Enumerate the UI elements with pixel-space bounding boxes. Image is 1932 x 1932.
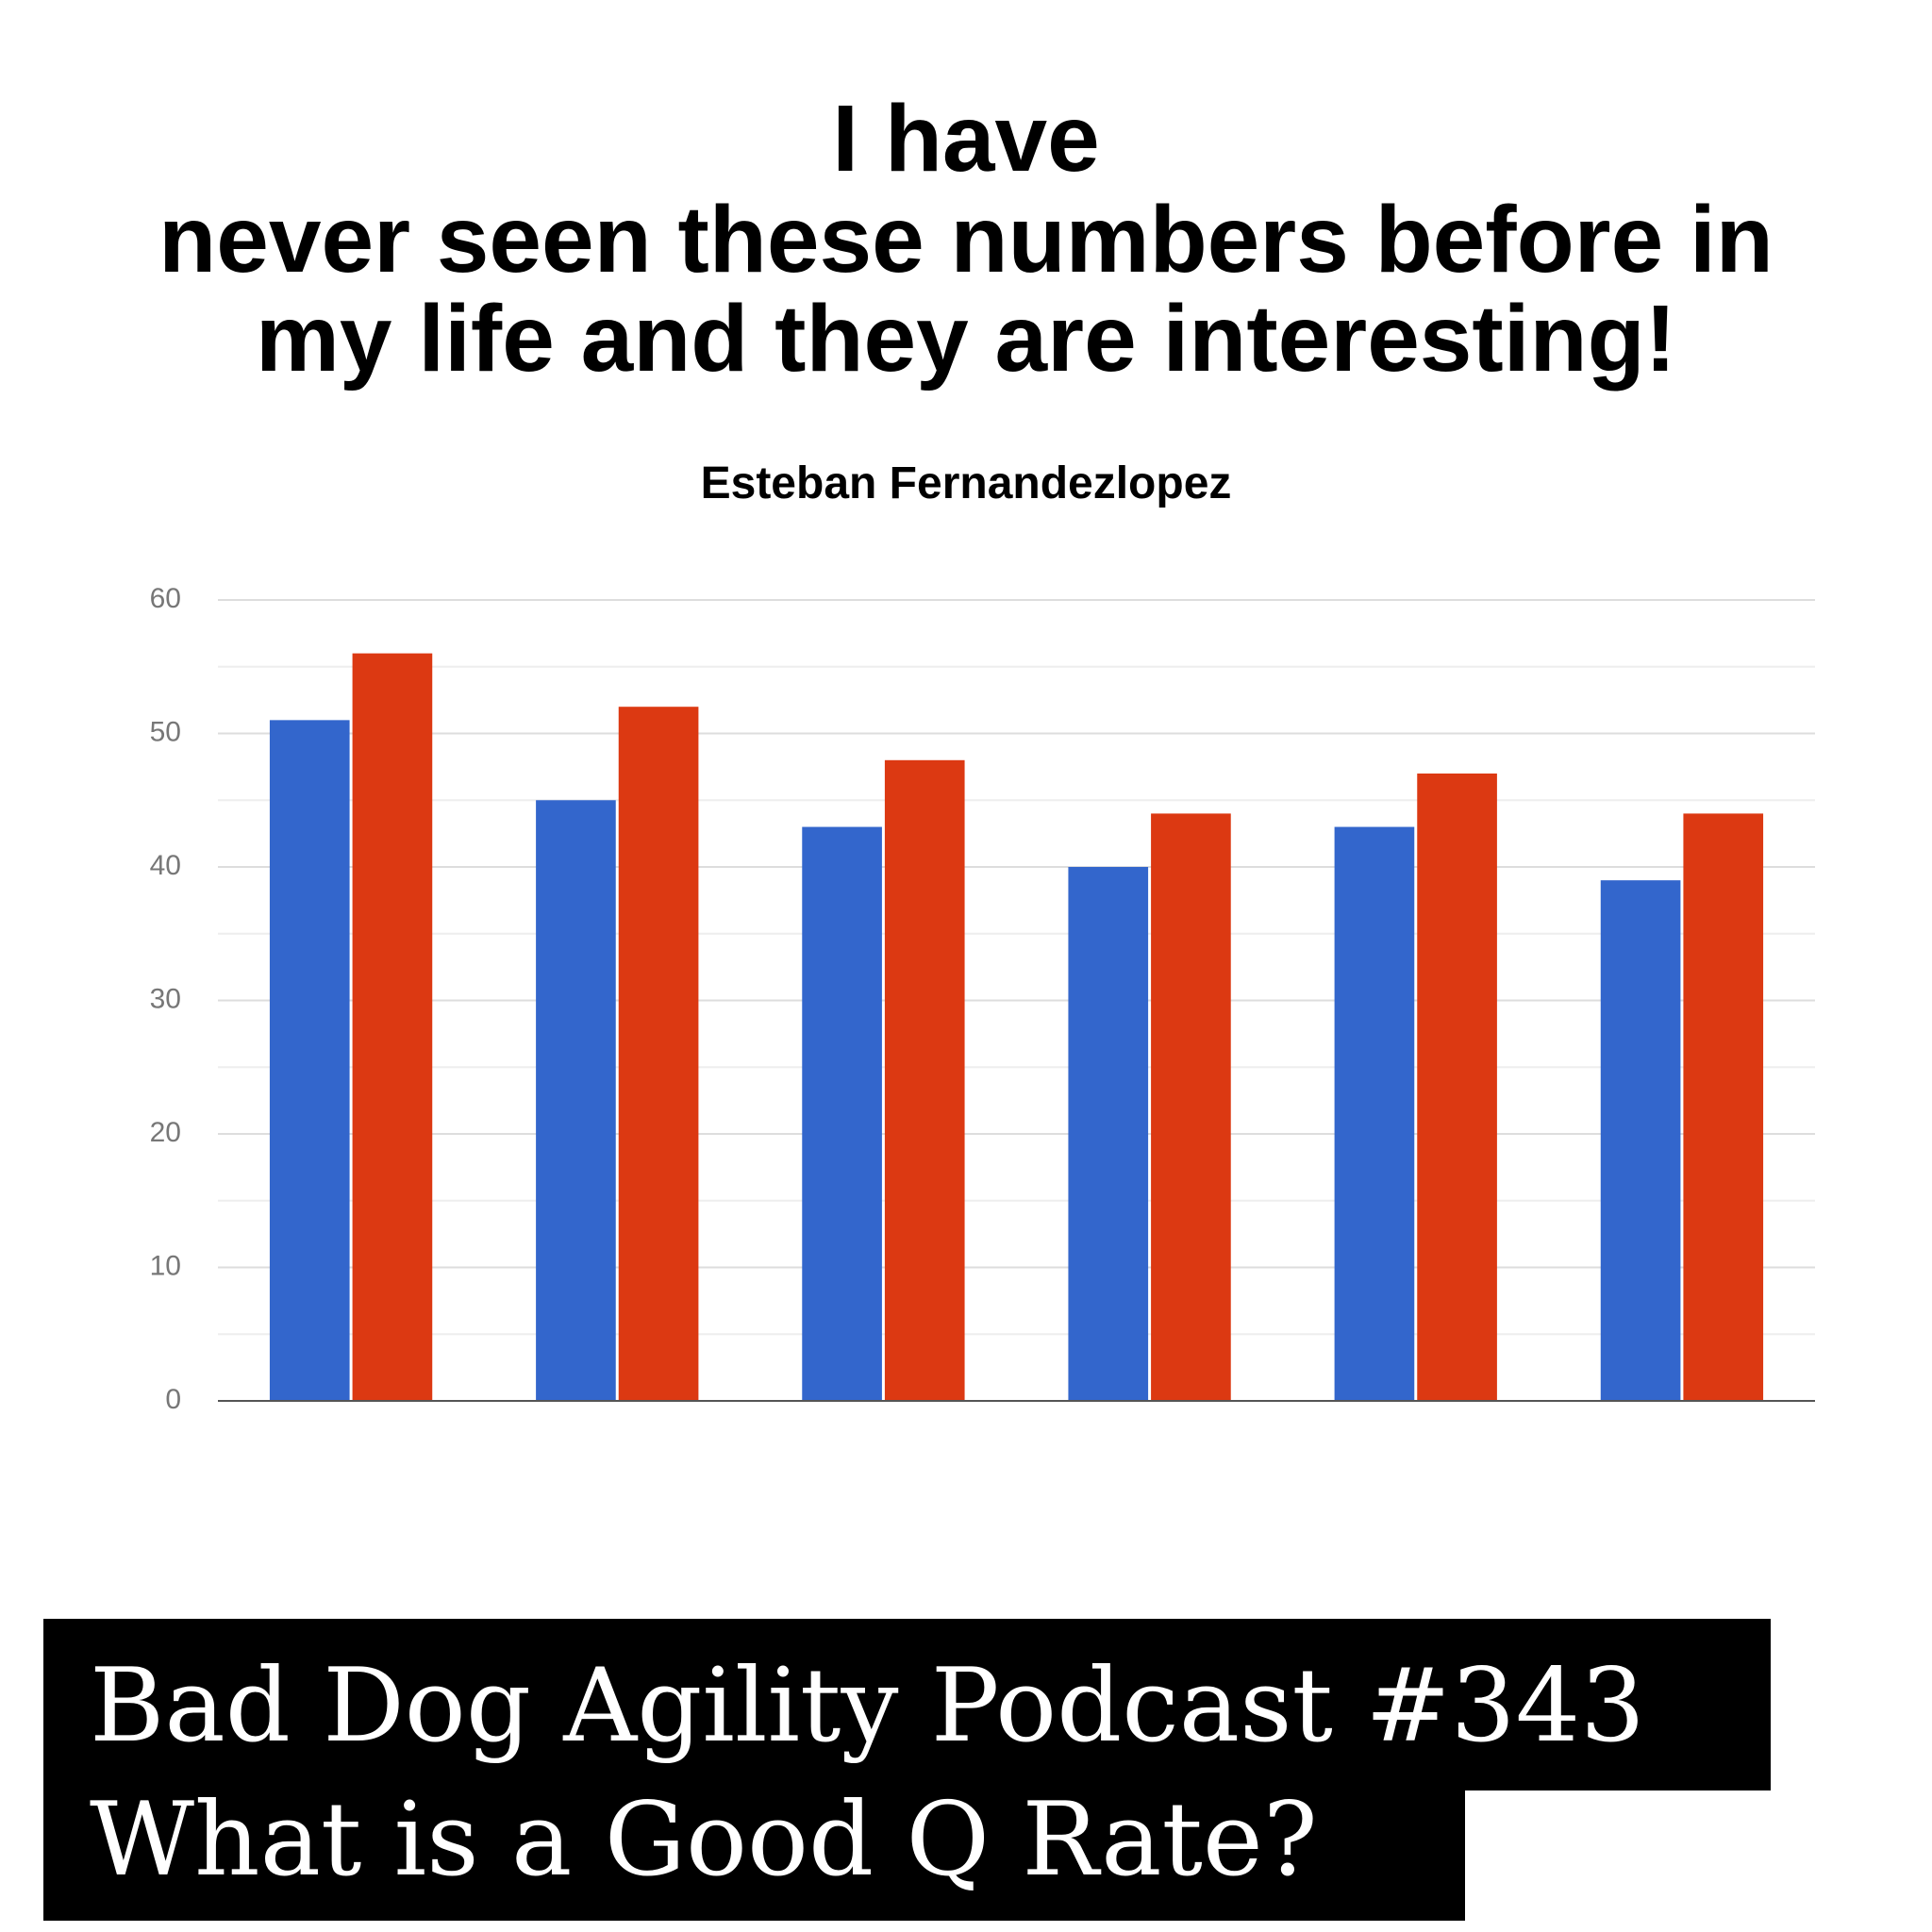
footer-line: Bad Dog Agility Podcast #343: [90, 1647, 1645, 1765]
bar: [802, 826, 882, 1401]
footer-line: What is a Good Q Rate?: [90, 1781, 1318, 1899]
bar: [1600, 880, 1681, 1401]
bar: [1683, 813, 1764, 1401]
y-tick-label: 40: [150, 850, 181, 881]
y-tick-label: 10: [150, 1250, 181, 1281]
bar: [1417, 773, 1497, 1401]
bar: [1151, 813, 1231, 1401]
bar: [618, 707, 699, 1401]
bar: [884, 759, 965, 1401]
bar: [352, 653, 433, 1401]
y-tick-label: 50: [150, 716, 181, 747]
bar: [1334, 826, 1415, 1401]
footer-box: [43, 1619, 1771, 1790]
bar: [536, 800, 616, 1401]
chart: 0 10 20 30 40 50 60: [150, 583, 1815, 1415]
title-line: I have: [832, 86, 1100, 192]
y-tick-label: 60: [150, 583, 181, 614]
y-tick-label: 30: [150, 983, 181, 1014]
title-line: my life and they are interesting!: [256, 286, 1676, 391]
bar: [1068, 867, 1149, 1401]
footer-box: [43, 1789, 1465, 1921]
subtitle: Esteban Fernandezlopez: [701, 458, 1232, 508]
bar: [269, 720, 350, 1401]
title-line: never seen these numbers before in: [158, 187, 1774, 292]
y-tick-label: 20: [150, 1117, 181, 1148]
y-tick-label: 0: [165, 1384, 181, 1415]
